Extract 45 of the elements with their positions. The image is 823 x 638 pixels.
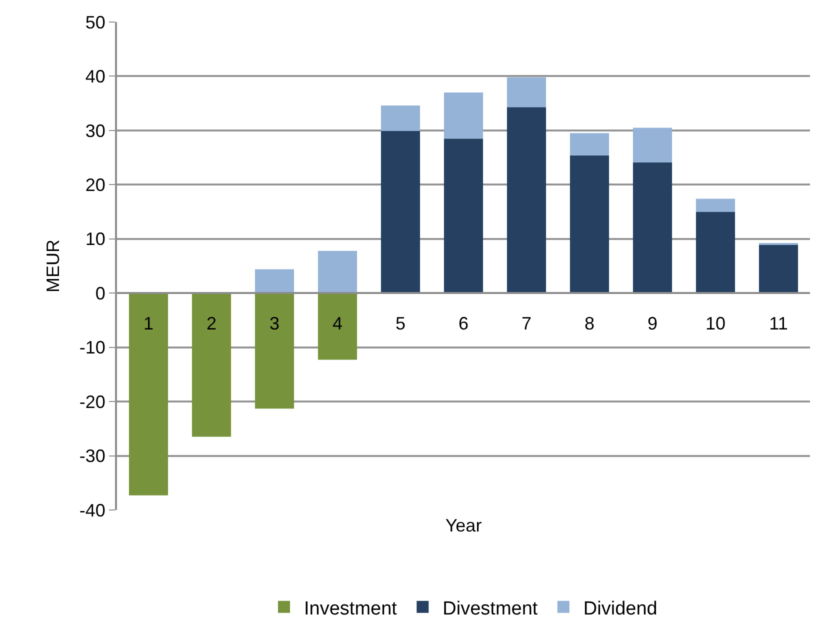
bar (696, 198, 736, 212)
bar (254, 293, 294, 409)
y-tick-label: 0 (95, 283, 106, 304)
bar (318, 250, 358, 294)
x-tick-label: 7 (521, 314, 532, 334)
bar (758, 244, 798, 294)
bar (506, 77, 546, 108)
bar (444, 138, 484, 294)
y-tick-label: 30 (85, 120, 106, 141)
bar (696, 212, 736, 294)
y-tick-label: -20 (79, 392, 106, 412)
legend-label: Investment (304, 598, 398, 620)
bar (506, 107, 546, 294)
legend-label: Dividend (583, 598, 658, 620)
x-tick-label: 10 (705, 314, 726, 334)
x-tick-label: 3 (269, 314, 280, 334)
bar (444, 92, 484, 139)
y-tick-label: 10 (85, 229, 106, 250)
bar (192, 293, 232, 437)
bar (380, 130, 420, 294)
legend-label: Divestment (442, 598, 538, 620)
x-tick-label: 8 (584, 314, 595, 334)
bar (632, 162, 672, 294)
bar (254, 269, 294, 294)
y-tick-label: -10 (79, 338, 106, 358)
bar (570, 155, 610, 294)
bar (318, 293, 358, 360)
bar (380, 106, 420, 131)
bar (128, 293, 168, 496)
y-axis-title: MEUR (43, 240, 64, 292)
y-tick-label: -40 (79, 500, 106, 520)
x-tick-label: 4 (332, 314, 343, 334)
x-tick-label: 9 (647, 314, 658, 334)
x-tick-label: 11 (769, 314, 788, 334)
bar (570, 133, 610, 156)
y-tick-label: 50 (85, 12, 106, 32)
y-tick-label: 20 (85, 174, 106, 195)
y-tick-label: 40 (85, 66, 106, 87)
x-tick-label: 1 (143, 314, 154, 334)
x-tick-label: 6 (458, 314, 469, 334)
x-tick-label: 5 (395, 314, 406, 334)
x-axis-title: Year (445, 515, 482, 536)
y-tick-label: -30 (79, 446, 106, 466)
x-tick-label: 2 (206, 314, 217, 334)
bar (632, 128, 672, 162)
